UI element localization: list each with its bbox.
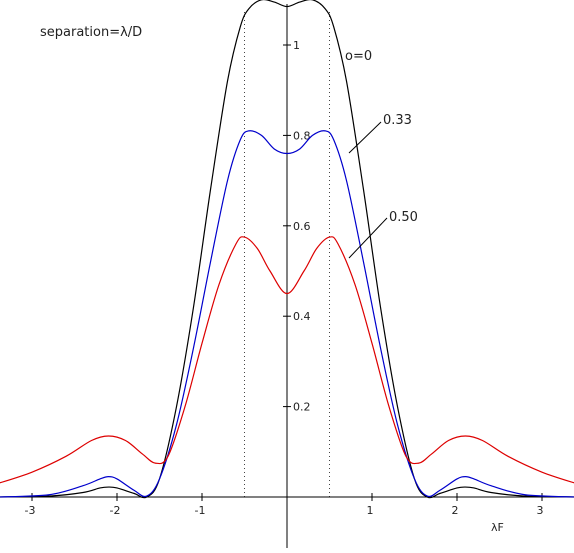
curve-label-leaders (348, 121, 388, 259)
curve-o-0 (0, 0, 574, 499)
y-tick-label: 0.4 (293, 310, 311, 323)
curve-0-50 (0, 236, 574, 484)
y-tick-label: 1 (293, 39, 300, 52)
curve-labels: ο=0 0.33 0.50 (345, 49, 418, 225)
x-tick-label: 3 (537, 504, 544, 517)
x-tick-label: 1 (367, 504, 374, 517)
x-tick-label: 2 (452, 504, 459, 517)
reference-lines (244, 12, 330, 497)
leader-0-50 (348, 217, 388, 259)
x-axis-label: λF (491, 521, 504, 534)
y-tick-label: 0.8 (293, 129, 311, 142)
label-0-50: 0.50 (389, 210, 418, 225)
y-tick-label: 0.6 (293, 220, 311, 233)
leader-0-33 (348, 121, 382, 154)
label-0-33: 0.33 (383, 113, 412, 128)
curves (0, 0, 574, 499)
x-tick-label: -2 (110, 504, 121, 517)
axes (0, 4, 574, 548)
x-tick-label: -1 (195, 504, 206, 517)
curve-0-33 (0, 130, 574, 498)
ticks: -3 -2 -1 1 2 3 0.2 0.4 0.6 0.8 1 (25, 39, 544, 517)
chart-title: separation=λ/D (40, 25, 142, 40)
y-tick-label: 0.2 (293, 401, 311, 414)
x-tick-label: -3 (25, 504, 36, 517)
label-o-0: ο=0 (345, 49, 372, 64)
